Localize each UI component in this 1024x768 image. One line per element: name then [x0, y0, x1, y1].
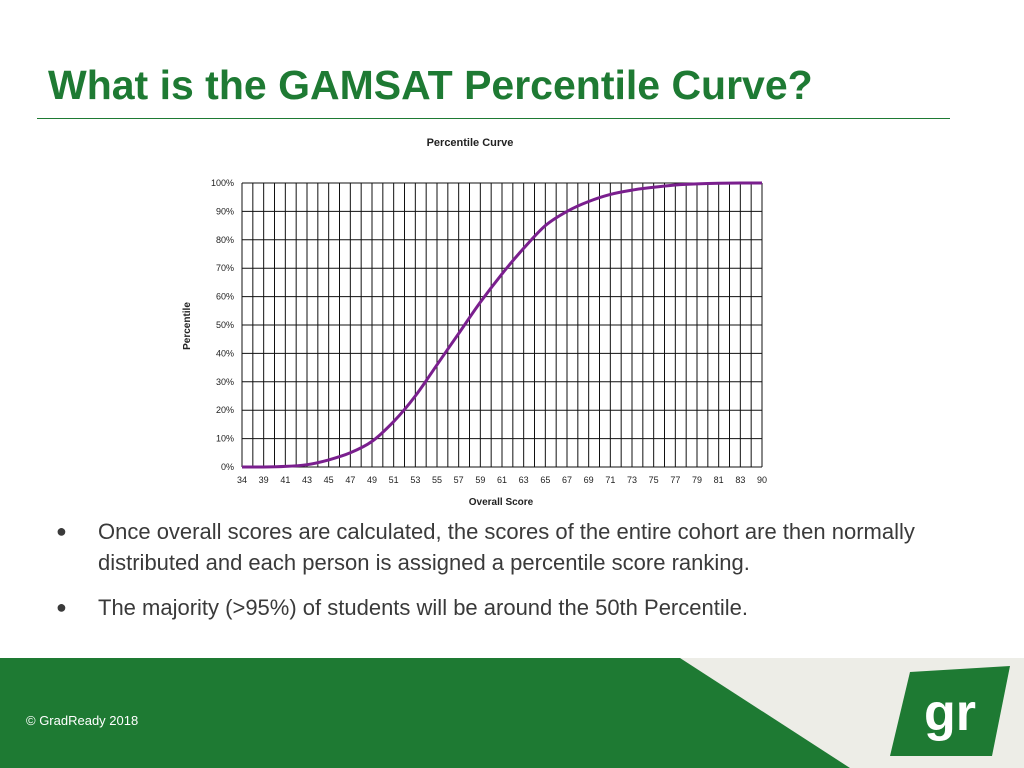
x-tick-label: 41 [280, 475, 290, 485]
logo-text: gr [924, 684, 976, 742]
y-tick-label: 90% [216, 206, 234, 216]
x-tick-label: 77 [670, 475, 680, 485]
footer-green-panel [0, 658, 850, 768]
y-tick-label: 80% [216, 235, 234, 245]
x-tick-label: 47 [345, 475, 355, 485]
bullet-marker: ● [56, 597, 67, 617]
x-axis-ticks: 34 39 41 43 45 47 49 51 53 55 57 59 61 63 65 67 69 71 73 75… [237, 475, 767, 485]
y-axis-label: Percentile [182, 302, 193, 350]
y-tick-label: 40% [216, 348, 234, 358]
logo-parallelogram [890, 666, 1010, 756]
x-tick-label: 65 [540, 475, 550, 485]
x-tick-label: 49 [367, 475, 377, 485]
x-tick-label: 79 [692, 475, 702, 485]
x-tick-label: 55 [432, 475, 442, 485]
bullet-marker: ● [56, 521, 67, 541]
y-tick-label: 50% [216, 320, 234, 330]
x-tick-label: 39 [259, 475, 269, 485]
gradready-logo: gr [890, 666, 1010, 756]
bullet-item: ● Once overall scores are calculated, th… [56, 516, 956, 578]
x-tick-label: 45 [324, 475, 334, 485]
x-tick-label: 69 [584, 475, 594, 485]
y-tick-label: 70% [216, 263, 234, 273]
y-axis-ticks: 0% 10% 20% 30% 40% 50% 60% 70% 80% 90% 100% [211, 178, 234, 472]
x-tick-label: 67 [562, 475, 572, 485]
percentile-chart: Percentile Curve 0% 10% 20% 30% 40% 50% 60% 70%… [182, 137, 767, 508]
x-tick-label: 43 [302, 475, 312, 485]
y-tick-label: 20% [216, 405, 234, 415]
y-tick-label: 0% [221, 462, 234, 472]
x-tick-label: 34 [237, 475, 247, 485]
bullet-text: The majority (>95%) of students will be … [98, 595, 748, 620]
x-tick-label: 71 [605, 475, 615, 485]
slide-title: What is the GAMSAT Percentile Curve? [48, 62, 813, 108]
x-tick-label: 53 [410, 475, 420, 485]
bullet-list: ● Once overall scores are calculated, th… [56, 516, 956, 637]
x-tick-label: 90 [757, 475, 767, 485]
copyright-text: © GradReady 2018 [26, 713, 139, 728]
chart-title: Percentile Curve [427, 137, 514, 149]
x-axis-label: Overall Score [469, 497, 534, 508]
x-tick-label: 63 [519, 475, 529, 485]
x-tick-label: 73 [627, 475, 637, 485]
title-divider [37, 118, 950, 119]
footer-band [0, 658, 1024, 768]
footer [0, 658, 1024, 768]
y-tick-label: 30% [216, 377, 234, 387]
x-tick-label: 57 [454, 475, 464, 485]
bullet-text: Once overall scores are calculated, the … [98, 519, 915, 575]
percentile-curve-line [241, 181, 762, 469]
x-tick-label: 75 [649, 475, 659, 485]
x-tick-label: 81 [714, 475, 724, 485]
x-tick-label: 83 [735, 475, 745, 485]
bullet-item: ● The majority (>95%) of students will b… [56, 592, 956, 623]
y-tick-label: 100% [211, 178, 234, 188]
x-tick-label: 51 [389, 475, 399, 485]
x-tick-label: 59 [475, 475, 485, 485]
y-tick-label: 60% [216, 292, 234, 302]
chart-grid [241, 182, 763, 468]
y-tick-label: 10% [216, 434, 234, 444]
x-tick-label: 61 [497, 475, 507, 485]
